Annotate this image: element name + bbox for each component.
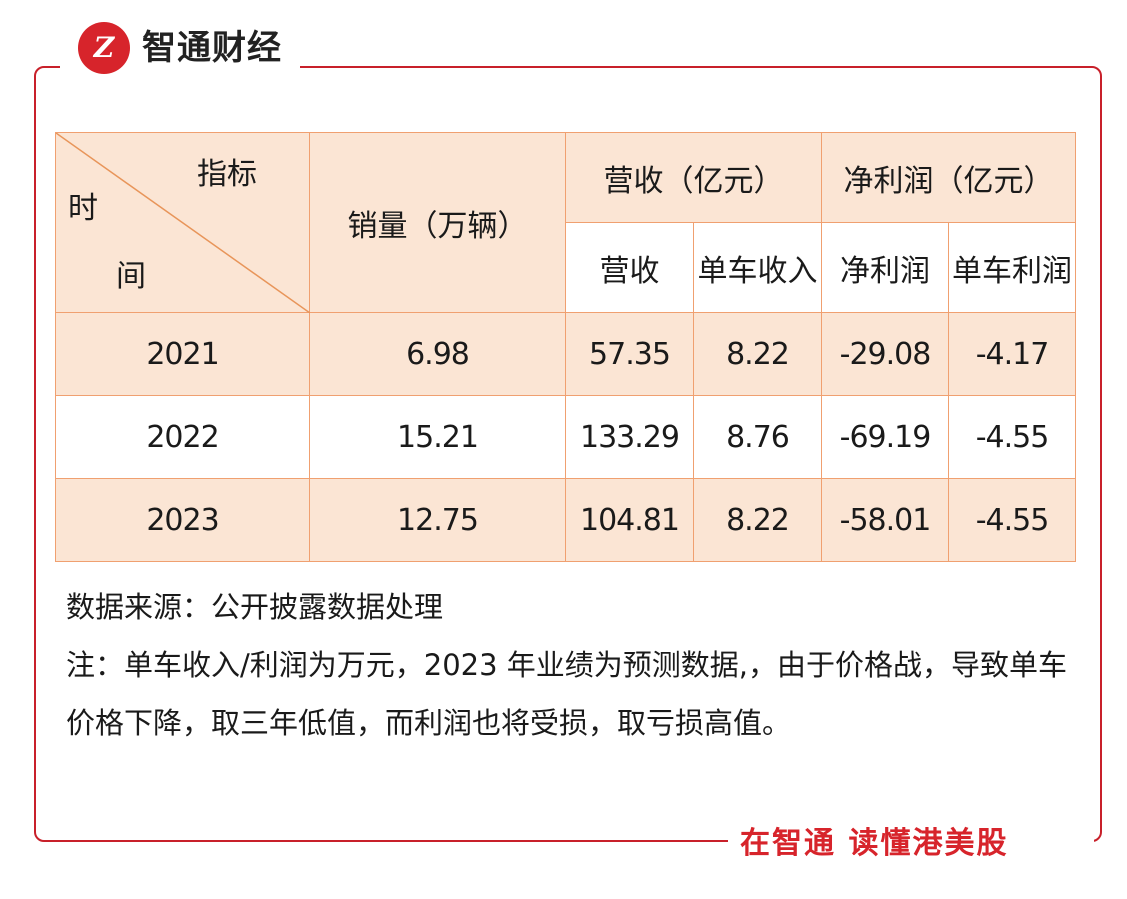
cell-profit-per-car: -4.55 xyxy=(948,395,1076,479)
header-profit-per-car: 单车利润 xyxy=(948,222,1076,313)
header-net-profit-group: 净利润（亿元） xyxy=(821,132,1076,223)
cell-net-profit: -58.01 xyxy=(821,478,949,562)
header-revenue: 营收 xyxy=(565,222,694,313)
brand-slogan: 在智通 读懂港美股 xyxy=(740,826,1009,861)
data-source-note: 数据来源：公开披露数据处理 xyxy=(66,590,444,624)
cell-net-profit: -69.19 xyxy=(821,395,949,479)
brand-name: 智通财经 xyxy=(142,28,282,68)
content-frame xyxy=(34,66,1102,842)
brand-logo-icon: Z xyxy=(78,22,130,74)
cell-revenue-per-car: 8.22 xyxy=(693,478,822,562)
cell-year: 2023 xyxy=(55,478,310,562)
cell-revenue-per-car: 8.22 xyxy=(693,312,822,396)
slogan-mask xyxy=(728,828,1094,858)
header-net-profit: 净利润 xyxy=(821,222,949,313)
cell-sales: 15.21 xyxy=(309,395,566,479)
cell-revenue: 57.35 xyxy=(565,312,694,396)
cell-revenue: 104.81 xyxy=(565,478,694,562)
cell-profit-per-car: -4.17 xyxy=(948,312,1076,396)
footnote: 注：单车收入/利润为万元，2023 年业绩为预测数据,，由于价格战，导致单车价格… xyxy=(66,648,1068,740)
corner-label-time-2: 间 xyxy=(116,259,146,294)
cell-year: 2021 xyxy=(55,312,310,396)
corner-label-time-1: 时 xyxy=(68,191,98,226)
cell-year: 2022 xyxy=(55,395,310,479)
header-revenue-per-car: 单车收入 xyxy=(693,222,822,313)
cell-sales: 12.75 xyxy=(309,478,566,562)
table-row: 2021 6.98 57.35 8.22 -29.08 -4.17 xyxy=(55,312,1076,396)
corner-header-cell: 指标 时 间 xyxy=(55,132,310,313)
cell-net-profit: -29.08 xyxy=(821,312,949,396)
financial-table: 指标 时 间 销量（万辆） 营收（亿元） 净利润（亿元） 营收 单车收入 净利润… xyxy=(55,132,1076,562)
corner-label-metric: 指标 xyxy=(197,157,257,192)
cell-revenue: 133.29 xyxy=(565,395,694,479)
table-row: 2022 15.21 133.29 8.76 -69.19 -4.55 xyxy=(55,395,1076,479)
diagonal-divider xyxy=(56,133,310,313)
cell-sales: 6.98 xyxy=(309,312,566,396)
cell-profit-per-car: -4.55 xyxy=(948,478,1076,562)
cell-revenue-per-car: 8.76 xyxy=(693,395,822,479)
header-sales: 销量（万辆） xyxy=(309,132,566,313)
table-row: 2023 12.75 104.81 8.22 -58.01 -4.55 xyxy=(55,478,1076,562)
notes-section: 数据来源：公开披露数据处理 注：单车收入/利润为万元，2023 年业绩为预测数据… xyxy=(66,578,1076,752)
header-revenue-group: 营收（亿元） xyxy=(565,132,822,223)
